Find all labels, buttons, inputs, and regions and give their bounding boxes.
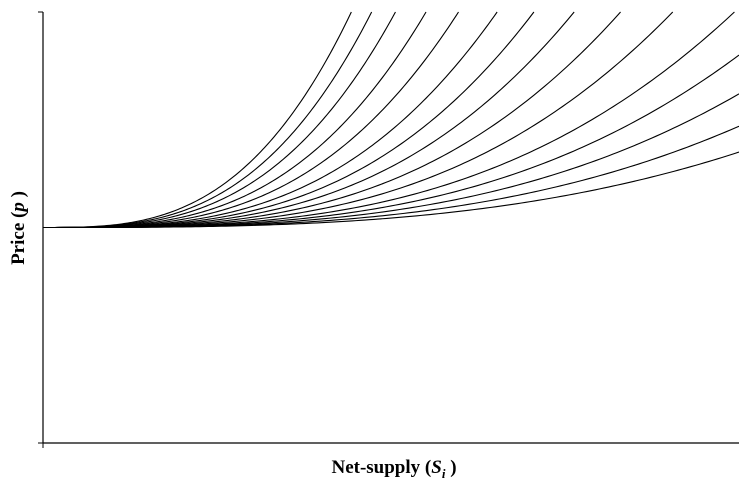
- supply-curve-9: [43, 11, 535, 229]
- supply-curve-3: [43, 93, 739, 229]
- supply-curve-5: [43, 11, 735, 229]
- y-axis-label: Price (p ): [8, 191, 29, 265]
- supply-curve-8: [43, 11, 575, 229]
- supply-curve-13: [43, 11, 396, 229]
- supply-curve-7: [43, 11, 621, 229]
- supply-curve-1: [43, 151, 739, 229]
- supply-curve-10: [43, 11, 498, 229]
- supply-curve-12: [43, 11, 427, 229]
- supply-curve-11: [43, 11, 459, 229]
- supply-curve-6: [43, 11, 674, 229]
- supply-curve-4: [43, 54, 739, 229]
- x-axis-label: Net-supply (Si ): [331, 457, 456, 481]
- supply-curve-2: [43, 125, 739, 229]
- supply-curve-15: [43, 11, 352, 229]
- curve-group: [43, 11, 739, 229]
